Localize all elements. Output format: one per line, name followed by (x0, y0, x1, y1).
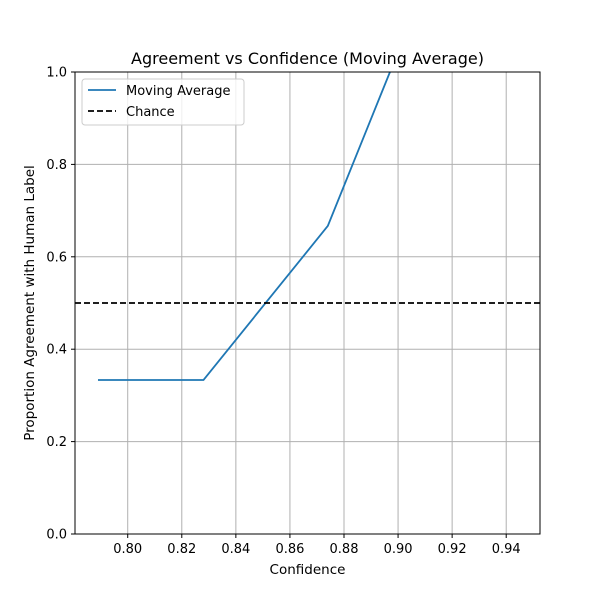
x-tick-label: 0.86 (275, 542, 304, 557)
plot-lines (75, 72, 540, 381)
x-tick-label: 0.92 (438, 542, 467, 557)
x-gridlines (127, 72, 507, 534)
plot-frame (74, 71, 541, 535)
legend-label-moving-average: Moving Average (126, 84, 230, 99)
y-tick-label: 1.0 (46, 66, 67, 81)
legend-box (81, 78, 245, 126)
chart-title: Agreement vs Confidence (Moving Average) (131, 49, 484, 68)
x-axis-label: Confidence (270, 562, 346, 578)
y-ticks: 0.0 0.2 0.4 0.6 0.8 1.0 (46, 66, 75, 543)
legend-label-chance: Chance (126, 105, 175, 120)
x-tick-label: 0.84 (221, 542, 250, 557)
y-tick-label: 0.6 (46, 250, 67, 265)
x-tick-label: 0.80 (113, 542, 142, 557)
x-tick-label: 0.88 (330, 542, 359, 557)
x-tick-label: 0.82 (167, 542, 196, 557)
x-tick-label: 0.90 (384, 542, 413, 557)
y-tick-label: 0.2 (46, 435, 67, 450)
y-tick-label: 0.4 (46, 343, 67, 358)
x-ticks: 0.80 0.82 0.84 0.86 0.88 0.90 0.92 0.94 (113, 534, 521, 557)
y-tick-label: 0.8 (46, 158, 67, 173)
y-axis-label: Proportion Agreement with Human Label (22, 165, 38, 441)
y-tick-label: 0.0 (46, 528, 67, 543)
x-tick-label: 0.94 (492, 542, 521, 557)
legend: Moving Average Chance (81, 78, 245, 126)
